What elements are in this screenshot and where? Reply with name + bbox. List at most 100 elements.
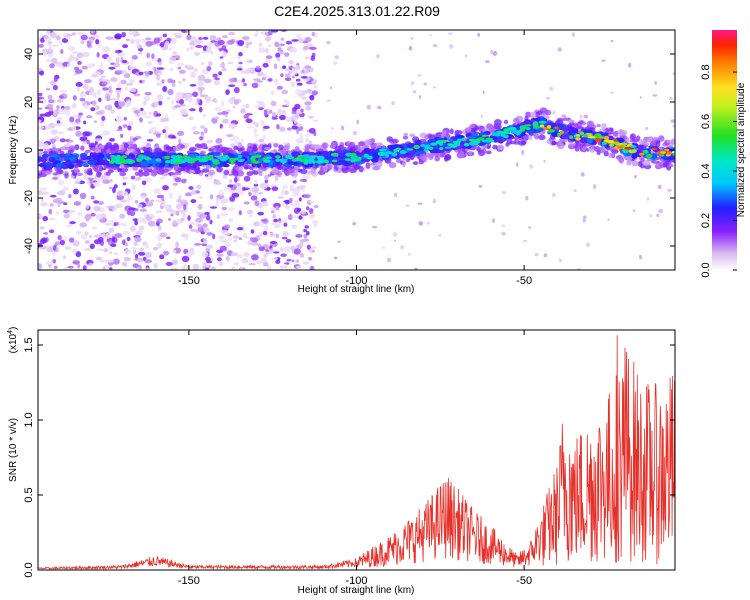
heatmap-cell [228,31,236,36]
heatmap-cell [208,60,213,67]
heatmap-cell [156,75,161,81]
heatmap-cell [640,140,647,146]
heatmap-cell [426,144,431,147]
heatmap-cell [198,196,203,199]
heatmap-cell [165,146,172,151]
heatmap-cell [256,100,264,104]
heatmap-cell [283,246,291,253]
heatmap-cell [258,102,266,109]
heatmap-cell [75,57,79,61]
heatmap-cell [264,174,269,181]
heatmap-cell [164,132,169,139]
heatmap-cell [525,111,532,118]
heatmap-cell [405,204,410,207]
heatmap-cell [237,39,245,46]
heatmap-cell [438,234,441,237]
heatmap-cell [120,222,126,226]
heatmap-cell [334,55,339,59]
heatmap-cell [120,133,124,138]
heatmap-cell [321,150,329,155]
heatmap-cell [281,185,288,190]
heatmap-cell [233,86,240,94]
heatmap-cell [253,221,260,227]
heatmap-cell [122,176,128,180]
heatmap-cell [299,241,304,248]
heatmap-cell [217,39,225,46]
heatmap-cell [561,114,567,118]
heatmap-cell [95,38,100,45]
heatmap-cell [129,135,134,142]
heatmap-cell [287,70,293,75]
heatmap-cell [116,128,123,132]
heatmap-cell [64,161,71,166]
heatmap-cell [250,237,254,242]
heatmap-cell [205,46,212,53]
heatmap-cell [309,266,315,270]
heatmap-cell [123,256,128,263]
heatmap-cell [205,256,211,262]
y-tick-label: -20 [23,190,35,206]
heatmap-cell [647,138,652,142]
heatmap-cell [161,168,170,173]
heatmap-cell [248,191,252,197]
heatmap-cell [356,119,359,125]
heatmap-cell [118,222,122,226]
heatmap-cell [274,174,279,182]
heatmap-cell [639,254,642,260]
heatmap-cell [456,134,465,139]
heatmap-cell [275,155,281,159]
heatmap-cell [254,200,260,207]
heatmap-cell [86,41,92,48]
heatmap-cell [90,195,95,200]
heatmap-cell [88,142,97,148]
heatmap-cell [258,107,264,110]
heatmap-cell [121,31,126,38]
heatmap-cell [85,115,93,119]
heatmap-cell [205,262,209,268]
heatmap-cell [145,201,154,207]
heatmap-cell [293,189,300,195]
heatmap-cell [291,215,299,219]
heatmap-cell [454,130,463,135]
heatmap-cell [88,262,93,267]
heatmap-cell [496,138,504,143]
heatmap-cell [228,123,237,130]
heatmap-cell [38,263,42,270]
figure-title: C2E4.2025.313.01.22.R09 [274,3,440,19]
heatmap-cell [101,115,106,122]
heatmap-cell [270,90,275,96]
heatmap-cell [296,138,301,144]
heatmap-cell [221,100,225,107]
heatmap-cell [221,45,227,51]
heatmap-cell [603,132,609,136]
heatmap-cell [156,218,163,224]
heatmap-cell [295,265,302,269]
heatmap-cell [86,169,93,176]
heatmap-cell [132,157,137,161]
heatmap-cell [248,152,256,156]
heatmap-cell [308,212,315,220]
heatmap-cell [283,222,288,227]
heatmap-cell [190,153,198,158]
heatmap-cell [352,130,357,136]
heatmap-cell [152,246,158,251]
heatmap-cell [478,142,486,146]
heatmap-cell [493,122,499,129]
heatmap-cell [184,95,189,101]
heatmap-cell [92,180,98,183]
heatmap-cell [64,172,69,179]
heatmap-cell [298,197,302,202]
heatmap-cell [153,188,162,195]
heatmap-cell [258,172,263,176]
heatmap-cell [168,192,173,199]
heatmap-cell [447,143,453,146]
heatmap-cell [313,85,318,89]
heatmap-cell [265,35,272,42]
heatmap-cell [149,128,157,133]
heatmap-cell [100,120,105,127]
heatmap-cell [130,175,136,180]
heatmap-cell [186,64,193,69]
heatmap-cell [223,186,231,191]
heatmap-cell [206,139,214,144]
